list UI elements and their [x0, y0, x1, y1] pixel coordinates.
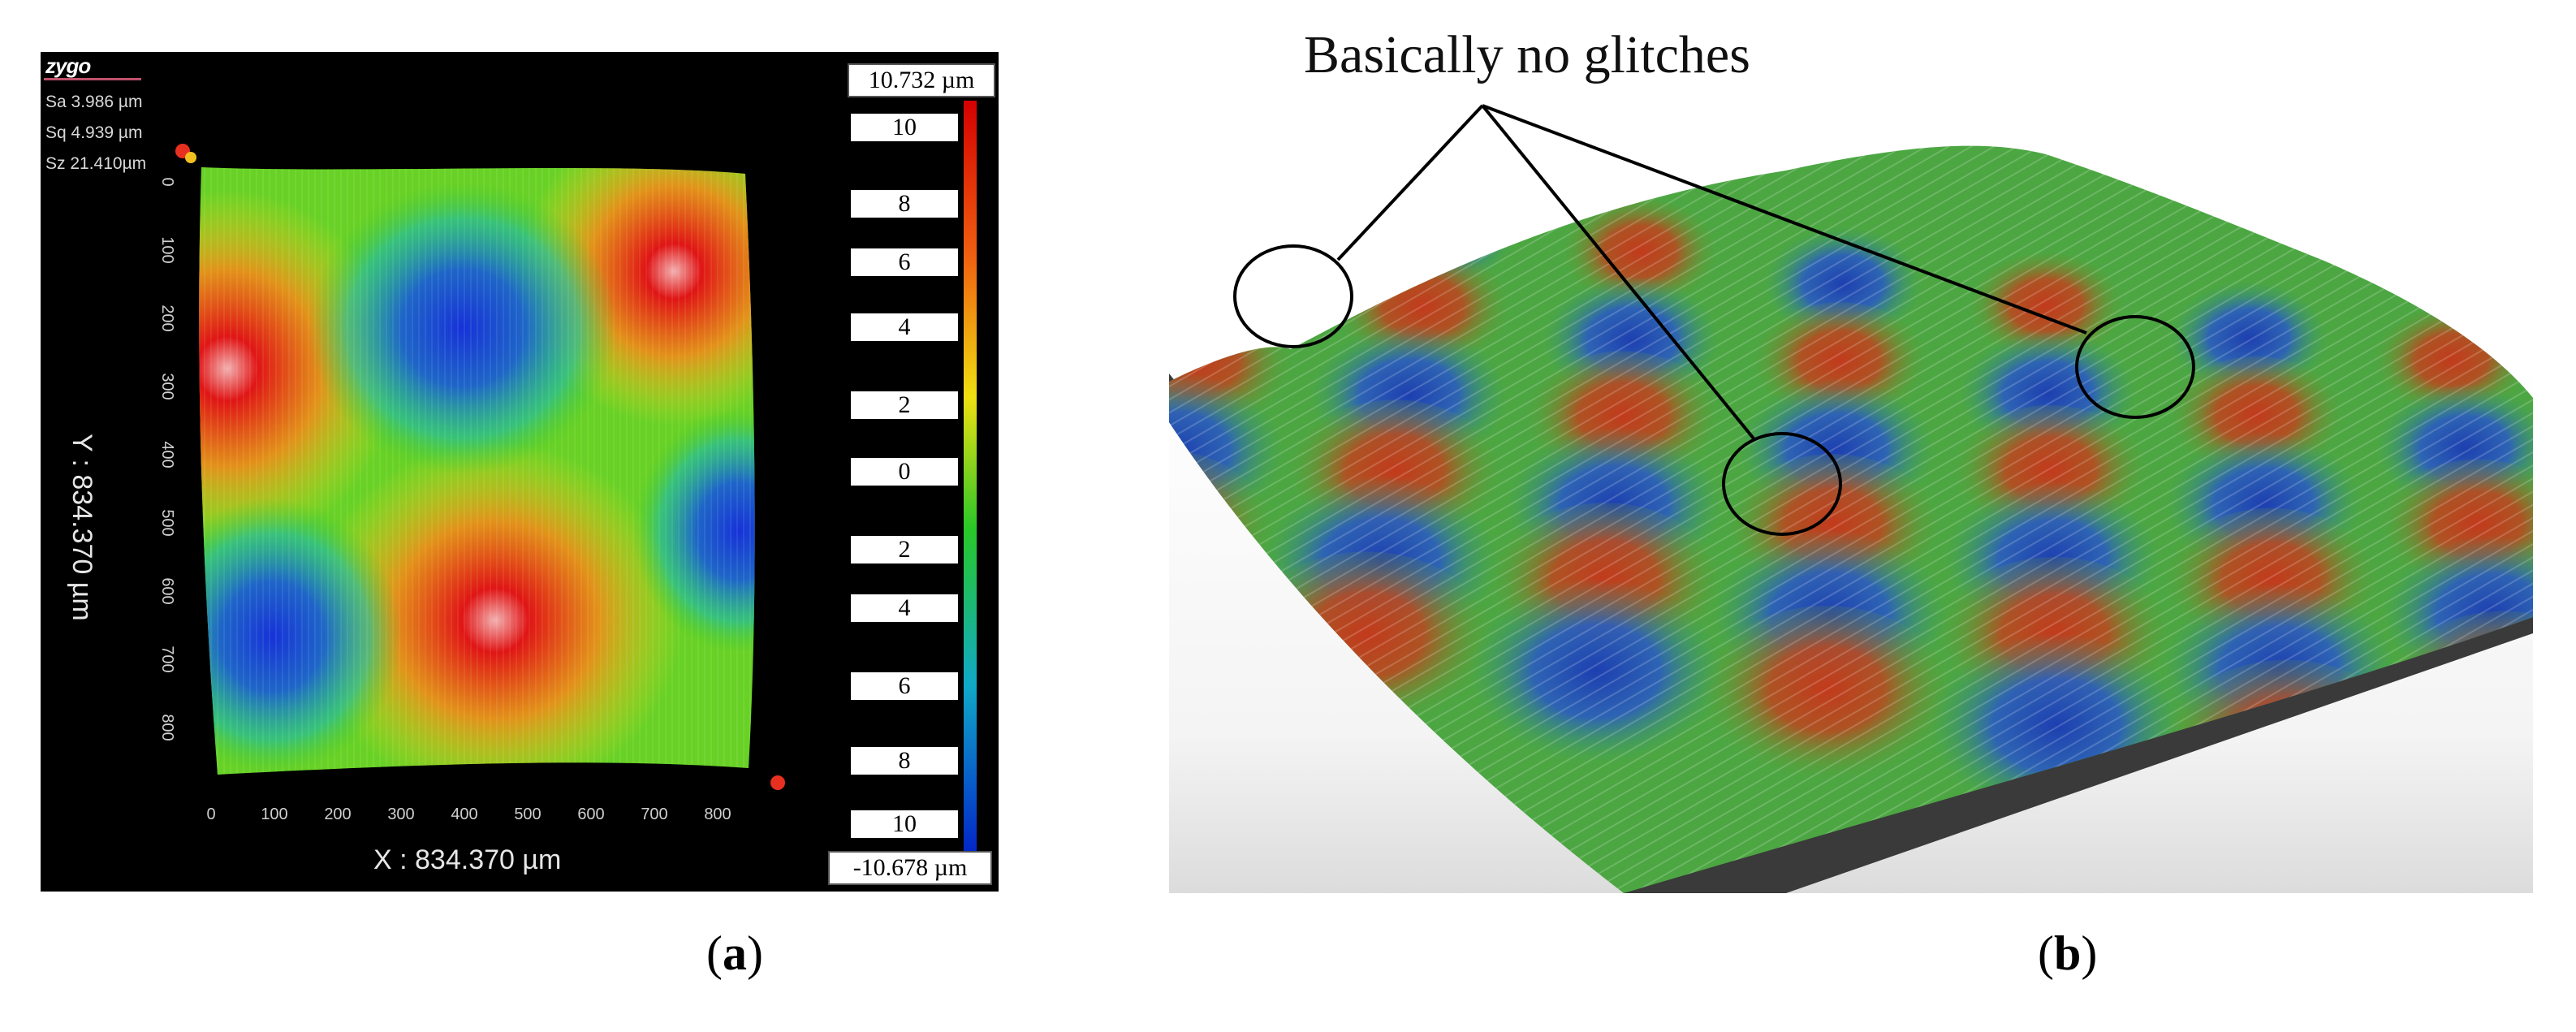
- corner-marker: [185, 152, 196, 163]
- colorbar-tick-label: 8: [851, 747, 958, 775]
- colorbar-tick-label: 10: [851, 114, 958, 141]
- annotation-label: Basically no glitches: [1304, 25, 1750, 84]
- x-tick-label: 100: [261, 805, 287, 823]
- colorbar-tick-label: 6: [851, 248, 958, 276]
- x-axis-title: X : 834.370 µm: [373, 844, 562, 875]
- colorbar-max-label: 10.732 µm: [848, 63, 995, 97]
- x-tick-label: 0: [206, 805, 215, 823]
- y-tick-label: 300: [158, 373, 176, 399]
- y-tick-label: 600: [158, 577, 176, 604]
- height-map: 0 100 200 300 400 500 600 700 800 01002003004005…: [158, 101, 977, 880]
- logo-underline: [44, 78, 141, 80]
- colorbar-tick-label: 10: [851, 810, 958, 838]
- callout-line: [1336, 104, 1484, 261]
- colorbar-tick-label: 2: [851, 391, 958, 419]
- zygo-logo: zygo: [45, 54, 91, 78]
- colorbar-tick-label: 6: [851, 672, 958, 700]
- surface-3d-panel-b: [1169, 104, 2533, 893]
- x-tick-label: 800: [704, 805, 731, 823]
- y-tick-label: 0: [158, 177, 176, 186]
- caption-a: (a): [706, 926, 763, 980]
- y-axis-ticks: 0 100 200 300 400 500 600 700 800: [158, 177, 176, 741]
- colorbar-strip: [964, 101, 977, 880]
- x-tick-label: 200: [324, 805, 351, 823]
- surface-map: [199, 167, 755, 775]
- callout-circle: [1722, 432, 1842, 536]
- sq-stat: Sq 4.939 µm: [45, 123, 143, 142]
- x-tick-label: 300: [387, 805, 414, 823]
- y-tick-label: 200: [158, 304, 176, 331]
- y-tick-label: 500: [158, 509, 176, 536]
- y-axis-title: Y : 834.370 µm: [67, 434, 97, 621]
- colorbar-tick-label: 2: [851, 536, 958, 563]
- surface-topography-panel-a: zygo Sa 3.986 µm Sq 4.939 µm Sz 21.410µm: [41, 52, 999, 892]
- caption-b: (b): [2038, 926, 2098, 980]
- callout-circle: [2075, 315, 2195, 419]
- callout-line: [1481, 104, 1755, 440]
- y-tick-label: 800: [158, 714, 176, 741]
- colorbar-min-label: -10.678 µm: [828, 851, 992, 885]
- x-tick-label: 500: [514, 805, 541, 823]
- callout-circle: [1233, 244, 1353, 348]
- y-tick-label: 400: [158, 441, 176, 468]
- colorbar-tick-label: 4: [851, 594, 958, 622]
- x-axis-ticks: 0 100 200 300 400 500 600 700 800: [206, 805, 731, 823]
- corner-marker: [770, 775, 785, 790]
- callout-line: [1482, 104, 2087, 335]
- colorbar-tick-label: 0: [851, 458, 958, 486]
- x-tick-label: 700: [641, 805, 667, 823]
- x-tick-label: 600: [577, 805, 604, 823]
- peak: [1169, 145, 1314, 261]
- colorbar-tick-label: 4: [851, 313, 958, 341]
- y-tick-label: 100: [158, 236, 176, 263]
- x-tick-label: 400: [451, 805, 477, 823]
- sa-stat: Sa 3.986 µm: [45, 93, 143, 111]
- y-tick-label: 700: [158, 646, 176, 672]
- sz-stat: Sz 21.410µm: [45, 154, 147, 173]
- colorbar-tick-label: 8: [851, 190, 958, 218]
